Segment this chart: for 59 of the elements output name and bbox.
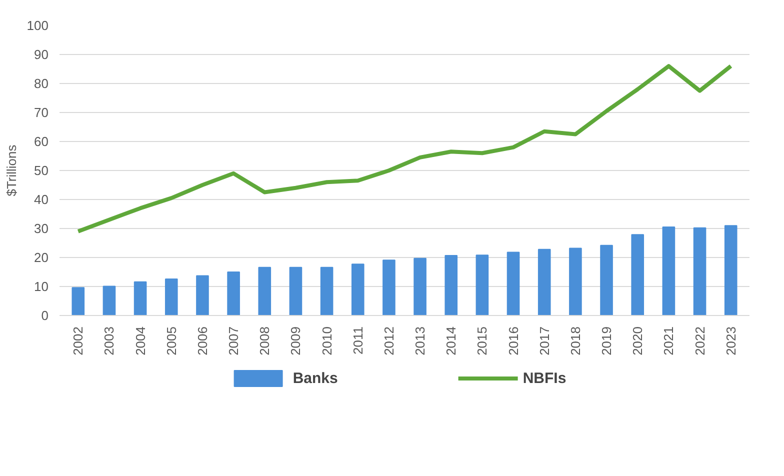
bar bbox=[227, 272, 240, 316]
x-tick-label: 2006 bbox=[194, 326, 210, 356]
bar bbox=[538, 248, 551, 316]
bar bbox=[724, 225, 738, 316]
bar bbox=[631, 234, 644, 316]
x-tick-label: 2011 bbox=[350, 326, 366, 354]
y-tick-label: 40 bbox=[34, 192, 49, 207]
bar bbox=[289, 266, 302, 316]
x-tick-label: 2003 bbox=[102, 326, 117, 356]
x-tick-label: 2017 bbox=[536, 326, 552, 356]
x-tick-label: 2008 bbox=[257, 326, 272, 356]
bar bbox=[102, 286, 116, 316]
bar bbox=[444, 254, 458, 316]
y-tick-label: 100 bbox=[26, 18, 49, 33]
y-tick-label: 30 bbox=[34, 221, 49, 236]
bar bbox=[476, 254, 489, 316]
x-tick-label: 2020 bbox=[630, 326, 646, 356]
legend-label: Banks bbox=[292, 370, 338, 386]
x-tick-label: 2009 bbox=[288, 326, 304, 356]
bar bbox=[134, 281, 147, 316]
bar bbox=[662, 226, 676, 316]
y-tick-label: 60 bbox=[34, 134, 49, 149]
x-tick-label: 2014 bbox=[444, 326, 459, 356]
bar bbox=[569, 248, 582, 316]
y-tick-label: 20 bbox=[34, 250, 49, 265]
bar bbox=[258, 266, 272, 316]
x-tick-label: 2013 bbox=[412, 326, 428, 356]
x-tick-label: 2022 bbox=[692, 326, 708, 356]
x-tick-label: 2012 bbox=[381, 326, 396, 356]
bar bbox=[351, 264, 364, 316]
x-tick-label: 2021 bbox=[661, 326, 676, 356]
x-tick-label: 2005 bbox=[164, 326, 179, 356]
bar bbox=[600, 244, 613, 316]
y-tick-label: 90 bbox=[34, 47, 49, 62]
bar bbox=[72, 287, 85, 316]
x-tick-label: 2010 bbox=[319, 326, 334, 356]
x-tick-label: 2004 bbox=[132, 326, 148, 356]
legend-label: NBFIs bbox=[522, 370, 566, 386]
bar bbox=[164, 278, 178, 316]
bar bbox=[693, 227, 706, 316]
y-tick-label: 0 bbox=[41, 308, 49, 323]
bar bbox=[382, 260, 396, 316]
y-tick-label: 10 bbox=[34, 279, 49, 294]
x-tick-label: 2007 bbox=[226, 326, 242, 356]
x-tick-label: 2002 bbox=[70, 326, 86, 356]
bar bbox=[506, 252, 520, 316]
x-tick-label: 2015 bbox=[474, 326, 490, 356]
x-tick-label: 2019 bbox=[599, 326, 614, 356]
x-tick-label: 2016 bbox=[506, 326, 521, 356]
y-tick-label: 80 bbox=[34, 76, 49, 91]
x-tick-label: 2023 bbox=[723, 326, 738, 356]
y-axis-title: $Trillions bbox=[4, 144, 19, 196]
line-series bbox=[76, 64, 733, 234]
bar bbox=[320, 266, 334, 316]
bar bbox=[414, 258, 426, 316]
x-tick-label: 2018 bbox=[568, 326, 583, 356]
y-tick-label: 70 bbox=[34, 105, 49, 120]
y-tick-label: 50 bbox=[34, 163, 49, 178]
bar bbox=[196, 275, 209, 316]
